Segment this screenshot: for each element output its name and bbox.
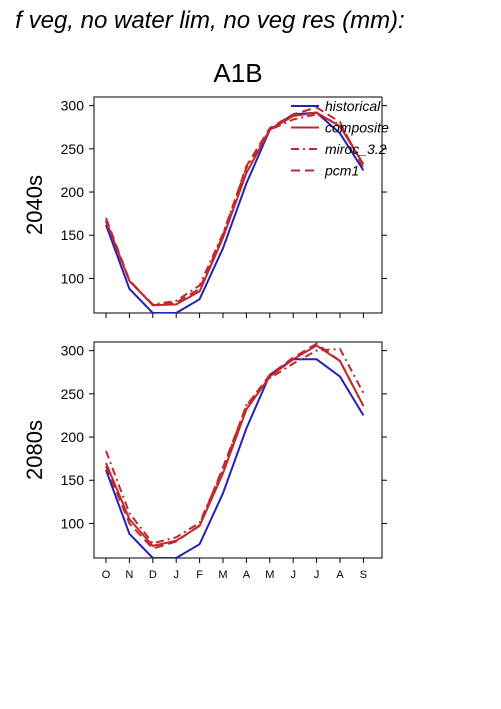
month-tick-label: F xyxy=(196,569,203,581)
month-tick-label: D xyxy=(149,569,157,581)
month-tick-label: O xyxy=(102,569,111,581)
panel-2040s: 2040s 100 150 200 250 300 xyxy=(22,96,387,318)
y-tick-label: 100 xyxy=(61,515,85,531)
legend-label: composite xyxy=(325,120,389,136)
y-tick-label: 300 xyxy=(61,343,85,359)
month-tick-label: M xyxy=(265,569,274,581)
legend-label: pcm1 xyxy=(324,163,359,179)
series-line-composite xyxy=(105,344,365,548)
y-tick-label: 150 xyxy=(61,472,85,488)
month-tick-label: A xyxy=(336,569,344,581)
y-tick-label: 200 xyxy=(61,429,85,445)
figure-title: f veg, no water lim, no veg res (mm): xyxy=(15,7,404,34)
y-tick-label: 250 xyxy=(61,386,85,402)
row-label-2040s: 2040s xyxy=(22,175,47,235)
plot-frame xyxy=(93,341,383,559)
month-tick-label: S xyxy=(360,569,367,581)
y-tick-label: 100 xyxy=(61,270,85,286)
month-tick-label: A xyxy=(243,569,251,581)
y-tick-label: 250 xyxy=(61,141,85,157)
series-line-miroc-3-2 xyxy=(105,347,365,545)
y-tick-label: 200 xyxy=(61,184,85,200)
y-tick-label: 300 xyxy=(61,98,85,114)
month-tick-label: M xyxy=(218,569,227,581)
month-tick-label: N xyxy=(125,569,133,581)
legend-label: historical xyxy=(325,98,381,114)
month-tick-label: J xyxy=(173,569,179,581)
series-line-pcm1 xyxy=(105,342,365,550)
legend: historical composite miroc_3.2 pcm1 xyxy=(291,98,389,179)
month-tick-label: J xyxy=(314,569,320,581)
y-tick-label: 150 xyxy=(61,227,85,243)
legend-label: miroc_3.2 xyxy=(325,141,387,157)
scenario-label: A1B xyxy=(213,58,262,88)
plot-frame xyxy=(93,96,383,314)
series-line-pcm1 xyxy=(105,106,365,307)
series-line-historical xyxy=(105,358,365,558)
panel-2080s: 2080s 100 150 200 250 300 xyxy=(22,341,387,563)
row-label-2080s: 2080s xyxy=(22,420,47,480)
month-tick-label: J xyxy=(290,569,296,581)
